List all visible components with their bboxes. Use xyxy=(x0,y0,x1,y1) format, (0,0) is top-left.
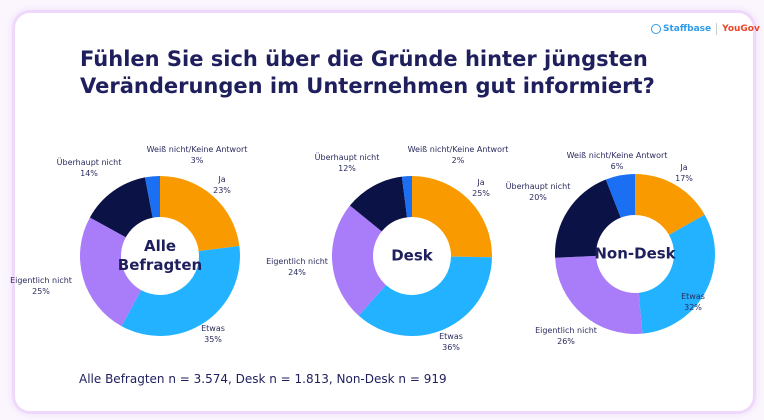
slice-category: Etwas xyxy=(201,324,225,333)
slice-value: 36% xyxy=(442,343,460,352)
slice-label: Ja 23% xyxy=(213,174,231,196)
slice-label: Überhaupt nicht 14% xyxy=(57,157,122,179)
donut-center-label: Non-Desk xyxy=(594,245,675,264)
donut-slice xyxy=(555,255,643,335)
logo-divider xyxy=(716,23,718,35)
donut-slice xyxy=(401,176,412,218)
slice-label: Weiß nicht/Keine Antwort 2% xyxy=(408,144,509,166)
slice-label: Ja 17% xyxy=(675,162,693,184)
slice-value: 14% xyxy=(80,169,98,178)
title-line-2: Veränderungen im Unternehmen gut informi… xyxy=(80,74,655,98)
slice-value: 20% xyxy=(529,193,547,202)
slice-value: 2% xyxy=(451,156,465,165)
slice-label: Eigentlich nicht 26% xyxy=(535,325,597,347)
slice-category: Ja xyxy=(218,175,226,184)
slice-category: Weiß nicht/Keine Antwort xyxy=(146,145,248,154)
slice-category: Ja xyxy=(680,163,688,172)
slice-category: Etwas xyxy=(439,332,463,341)
slice-value: 23% xyxy=(213,186,231,195)
slice-label: Weiß nicht/Keine Antwort 3% xyxy=(147,144,248,166)
staffbase-logo-icon xyxy=(651,24,661,34)
slice-value: 3% xyxy=(190,156,204,165)
slice-category: Ja xyxy=(477,178,485,187)
slice-value: 25% xyxy=(32,287,50,296)
sample-size-note: Alle Befragten n = 3.574, Desk n = 1.813… xyxy=(79,372,447,386)
slice-label: Überhaupt nicht 20% xyxy=(506,181,571,203)
donut-slice xyxy=(358,256,492,337)
donut-slice xyxy=(412,176,492,258)
slice-label: Überhaupt nicht 12% xyxy=(315,152,380,174)
slice-value: 26% xyxy=(557,337,575,346)
yougov-logo: YouGov xyxy=(722,24,760,34)
slice-category: Überhaupt nicht xyxy=(505,182,571,191)
slice-category: Überhaupt nicht xyxy=(56,158,122,167)
donut-center-label: Desk xyxy=(391,247,433,266)
center-label-line: Non-Desk xyxy=(594,244,676,263)
logo: Staffbase YouGov xyxy=(651,23,760,35)
slice-label: Eigentlich nicht 24% xyxy=(266,256,328,278)
slice-category: Etwas xyxy=(681,292,705,301)
donut-slice xyxy=(160,176,240,252)
donut-slice xyxy=(331,205,386,316)
center-label-line: Befragten xyxy=(117,256,203,274)
donut-slice xyxy=(605,174,635,218)
donut-slice xyxy=(121,245,240,336)
slice-value: 12% xyxy=(338,164,356,173)
donut-slice xyxy=(554,179,621,258)
slice-category: Eigentlich nicht xyxy=(535,326,597,335)
donut-slice xyxy=(145,176,160,218)
slice-category: Weiß nicht/Keine Antwort xyxy=(566,151,668,160)
donut-slice xyxy=(80,217,142,327)
donut-slice xyxy=(89,177,153,238)
title-line-1: Fühlen Sie sich über die Gründe hinter j… xyxy=(80,47,648,71)
slice-label: Ja 25% xyxy=(472,177,490,199)
slice-label: Etwas 32% xyxy=(681,291,705,313)
donut-slice xyxy=(635,174,705,235)
slice-value: 32% xyxy=(684,303,702,312)
center-label-line: Alle xyxy=(143,237,177,255)
staffbase-logo: Staffbase xyxy=(663,24,712,34)
slice-value: 24% xyxy=(288,268,306,277)
slice-label: Etwas 36% xyxy=(439,331,463,353)
page-title: Fühlen Sie sich über die Gründe hinter j… xyxy=(80,46,655,100)
slice-label: Eigentlich nicht 25% xyxy=(10,275,72,297)
slice-value: 17% xyxy=(675,174,693,183)
slice-category: Weiß nicht/Keine Antwort xyxy=(407,145,509,154)
slice-value: 6% xyxy=(610,162,624,171)
donut-slice xyxy=(638,214,716,334)
slice-category: Eigentlich nicht xyxy=(266,257,328,266)
slice-label: Weiß nicht/Keine Antwort 6% xyxy=(567,150,668,172)
center-label-line: Desk xyxy=(391,246,433,265)
donut-center-label: Alle Befragten xyxy=(118,237,202,275)
slice-value: 35% xyxy=(204,335,222,344)
slice-category: Eigentlich nicht xyxy=(10,276,72,285)
donut-slice xyxy=(349,176,408,232)
slice-label: Etwas 35% xyxy=(201,323,225,345)
slice-value: 25% xyxy=(472,189,490,198)
slice-category: Überhaupt nicht xyxy=(314,153,380,162)
